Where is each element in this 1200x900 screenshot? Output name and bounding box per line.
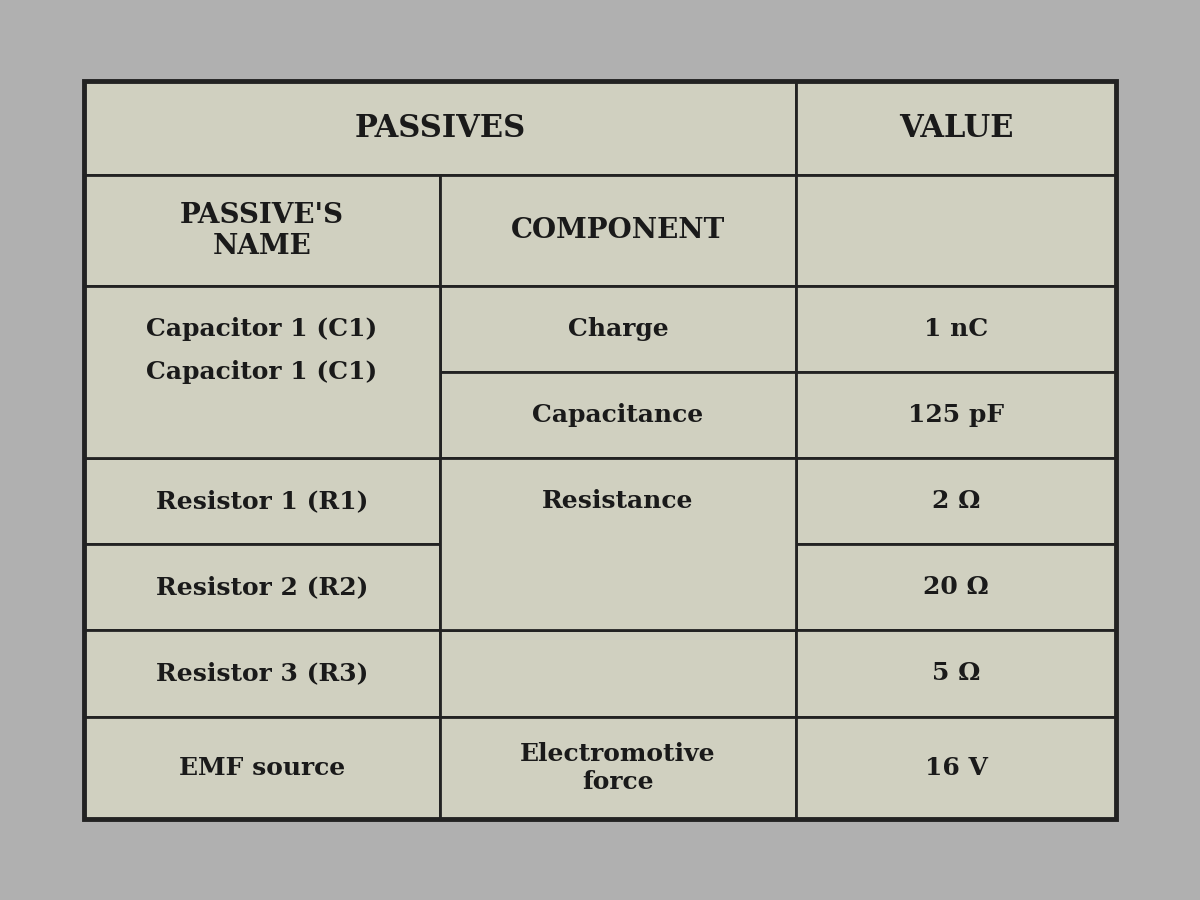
Bar [440, 458, 796, 544]
Bar [440, 176, 796, 286]
Bar [84, 81, 1116, 819]
Text: Resistor 3 (R3): Resistor 3 (R3) [156, 662, 368, 686]
Text: 2 Ω: 2 Ω [932, 490, 980, 513]
Bar [796, 372, 1116, 458]
Bar [440, 372, 796, 458]
Bar [796, 176, 1116, 286]
Text: 125 pF: 125 pF [908, 403, 1004, 427]
Bar [84, 458, 440, 544]
Bar [440, 286, 796, 372]
Bar [796, 716, 1116, 819]
Text: Capacitor 1 (C1): Capacitor 1 (C1) [146, 317, 378, 341]
Text: Electromotive
force: Electromotive force [521, 742, 716, 794]
Text: 5 Ω: 5 Ω [932, 662, 980, 686]
Bar [84, 286, 440, 372]
Bar [84, 286, 440, 458]
Bar [84, 81, 796, 176]
Bar [440, 716, 796, 819]
Text: 20 Ω: 20 Ω [923, 575, 989, 599]
Text: EMF source: EMF source [179, 756, 346, 779]
Bar [84, 176, 440, 286]
Text: Resistance: Resistance [542, 490, 694, 513]
Text: Charge: Charge [568, 317, 668, 341]
Bar [796, 286, 1116, 372]
Bar [440, 458, 796, 630]
Text: Resistor 2 (R2): Resistor 2 (R2) [156, 575, 368, 599]
Text: PASSIVES: PASSIVES [354, 112, 526, 144]
Text: Capacitor 1 (C1): Capacitor 1 (C1) [146, 360, 378, 384]
Bar [440, 630, 796, 716]
Text: 1 nC: 1 nC [924, 317, 988, 341]
Text: 16 V: 16 V [925, 756, 988, 779]
Bar [796, 630, 1116, 716]
Text: VALUE: VALUE [899, 112, 1013, 144]
Text: COMPONENT: COMPONENT [511, 217, 725, 244]
Bar [84, 544, 440, 630]
Bar [84, 716, 440, 819]
Text: Resistor 1 (R1): Resistor 1 (R1) [156, 490, 368, 513]
Bar [84, 372, 440, 458]
Bar [796, 544, 1116, 630]
Bar [796, 458, 1116, 544]
Bar [796, 81, 1116, 176]
Text: PASSIVE'S
NAME: PASSIVE'S NAME [180, 202, 344, 260]
Text: Capacitance: Capacitance [533, 403, 703, 427]
Bar [84, 630, 440, 716]
Bar [440, 544, 796, 630]
